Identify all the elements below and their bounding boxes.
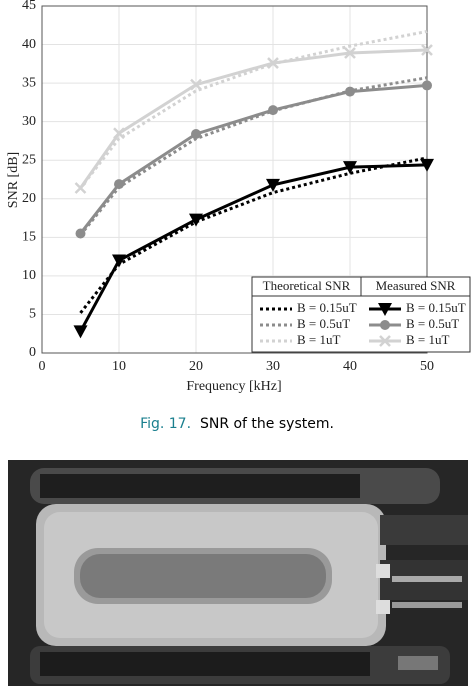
x-tick-label: 0 <box>39 359 46 374</box>
y-tick-label: 15 <box>22 230 36 245</box>
x-axis-label: Frequency [kHz] <box>186 379 281 394</box>
y-tick-label: 40 <box>22 37 36 52</box>
marker <box>266 178 280 192</box>
y-tick-label: 20 <box>22 191 36 206</box>
marker <box>344 47 356 59</box>
legend-label: B = 1uT <box>297 332 341 347</box>
marker <box>345 86 355 97</box>
legend-label: B = 0.15uT <box>297 300 357 315</box>
marker <box>422 80 432 91</box>
legend-label: B = 0.5uT <box>297 316 350 331</box>
y-tick-label: 0 <box>29 345 36 360</box>
marker <box>191 129 201 140</box>
marker <box>421 44 433 56</box>
marker <box>420 158 434 172</box>
y-axis-label: SNR [dB] <box>6 152 21 208</box>
marker <box>380 320 390 330</box>
y-tick-label: 25 <box>22 152 36 167</box>
y-tick-label: 10 <box>22 268 36 283</box>
x-tick-label: 50 <box>420 359 434 374</box>
chip-photo <box>8 460 468 686</box>
y-tick-label: 5 <box>29 307 36 322</box>
x-tick-label: 40 <box>343 359 357 374</box>
legend-header: Measured SNR <box>376 278 456 293</box>
caption-text: SNR of the system. <box>199 416 334 432</box>
marker <box>379 335 391 347</box>
marker <box>112 254 126 268</box>
x-tick-label: 20 <box>189 359 203 374</box>
marker <box>378 303 392 316</box>
series-line <box>79 163 428 333</box>
series-line <box>79 48 428 189</box>
legend-header: Theoretical SNR <box>263 278 351 293</box>
series-line <box>79 156 428 314</box>
x-tick-label: 10 <box>112 359 126 374</box>
marker <box>74 182 87 194</box>
series-line <box>79 76 428 236</box>
marker <box>189 213 203 227</box>
y-tick-label: 45 <box>22 0 36 13</box>
marker <box>268 105 278 116</box>
legend-label: B = 0.5uT <box>406 316 459 331</box>
legend-label: B = 1uT <box>406 332 450 347</box>
marker <box>190 78 202 91</box>
y-tick-label: 35 <box>22 75 36 90</box>
plot-frame <box>41 5 428 354</box>
marker <box>75 228 86 239</box>
x-tick-label: 30 <box>266 359 280 374</box>
marker <box>113 127 125 140</box>
caption: Fig. 17. SNR of the system. <box>0 416 474 432</box>
series-line <box>79 83 428 235</box>
y-tick-label: 30 <box>22 114 36 129</box>
marker <box>343 161 357 175</box>
chart: SNR [dB] Frequency [kHz] 0 5 10 15 20 25 30 35 4… <box>6 0 471 394</box>
marker <box>267 57 279 69</box>
legend-label: B = 0.15uT <box>406 300 466 315</box>
caption-label: Fig. 17. <box>140 416 192 432</box>
marker <box>114 179 124 190</box>
series-line <box>79 29 428 189</box>
marker <box>73 325 88 339</box>
